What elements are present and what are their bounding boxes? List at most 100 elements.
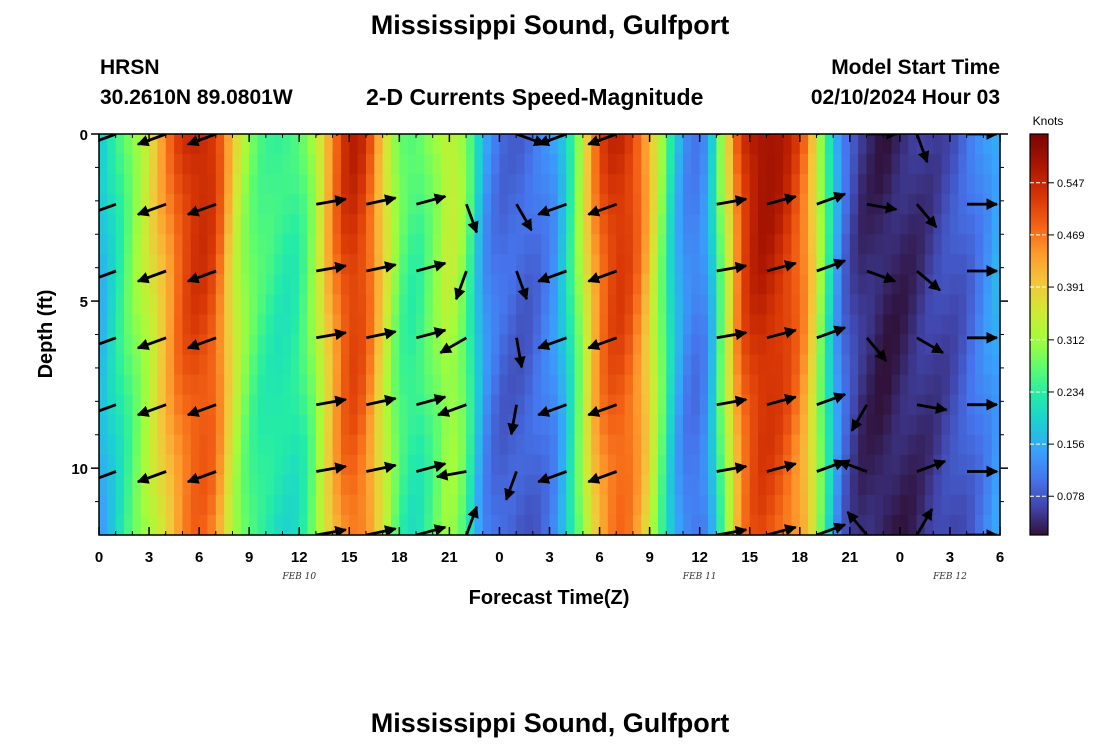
- heatmap-cell: [349, 414, 359, 436]
- heatmap-cell: [516, 174, 526, 195]
- heatmap-cell: [449, 474, 459, 496]
- heatmap-cell: [641, 434, 651, 456]
- heatmap-cell: [357, 454, 367, 476]
- current-vector: [766, 134, 797, 136]
- x-tick-label: 3: [946, 549, 954, 566]
- heatmap-cell: [866, 254, 876, 275]
- heatmap-cell: [374, 294, 384, 316]
- heatmap-cell: [724, 514, 734, 536]
- heatmap-cell: [657, 294, 667, 316]
- heatmap-cell: [816, 434, 826, 456]
- heatmap-cell: [724, 314, 734, 336]
- heatmap-cell: [224, 154, 234, 175]
- heatmap-cell: [549, 394, 559, 416]
- heatmap-cell: [699, 414, 709, 436]
- heatmap-cell: [165, 274, 175, 295]
- heatmap-cell: [407, 434, 417, 456]
- heatmap-cell: [507, 234, 517, 255]
- heatmap-cell: [991, 434, 1001, 456]
- heatmap-cell: [182, 354, 192, 376]
- heatmap-cell: [157, 514, 167, 536]
- heatmap-cell: [157, 414, 167, 436]
- heatmap-cell: [190, 174, 200, 195]
- heatmap-cell: [474, 354, 484, 376]
- heatmap-cell: [257, 154, 267, 175]
- current-vector: [366, 194, 397, 206]
- heatmap-cell: [883, 214, 893, 235]
- heatmap-cell: [624, 474, 634, 496]
- heatmap-cell: [574, 314, 584, 336]
- heatmap-cell: [416, 214, 425, 235]
- heatmap-cell: [224, 434, 234, 456]
- colorbar-tick-label: 0.469: [1057, 230, 1085, 242]
- heatmap-cell: [482, 434, 492, 456]
- current-vector: [562, 533, 567, 535]
- heatmap-cell: [741, 434, 751, 456]
- heatmap-cell: [257, 374, 267, 396]
- heatmap-cell: [532, 254, 542, 275]
- heatmap-cell: [841, 354, 851, 376]
- heatmap-cell: [682, 234, 692, 255]
- heatmap-cell: [808, 254, 818, 275]
- heatmap-cell: [240, 374, 250, 396]
- heatmap-cell: [524, 374, 534, 396]
- heatmap-cell: [324, 494, 334, 516]
- heatmap-cell: [274, 174, 284, 195]
- heatmap-cell: [466, 294, 476, 316]
- heatmap-cell: [758, 474, 767, 496]
- heatmap-cell: [524, 494, 534, 516]
- heatmap-cell: [783, 474, 793, 496]
- heatmap-cell: [833, 174, 843, 195]
- current-vector: [99, 269, 117, 284]
- heatmap-cell: [424, 234, 434, 255]
- heatmap-cell: [874, 154, 884, 175]
- heatmap-cell: [549, 474, 559, 496]
- heatmap-cell: [758, 174, 767, 195]
- heatmap-cell: [983, 274, 993, 295]
- heatmap-cell: [924, 134, 934, 155]
- heatmap-cell: [682, 434, 692, 456]
- current-vector: [866, 201, 898, 214]
- heatmap-cell: [674, 254, 684, 275]
- heatmap-cell: [874, 394, 884, 416]
- heatmap-cell: [758, 394, 767, 416]
- heatmap-cell: [157, 254, 167, 275]
- heatmap-cell: [899, 434, 909, 456]
- heatmap-cell: [607, 354, 617, 376]
- heatmap-cell: [724, 134, 734, 155]
- heatmap-cell: [282, 174, 292, 195]
- heatmap-cell: [574, 174, 584, 195]
- heatmap-cell: [432, 214, 442, 235]
- heatmap-cell: [249, 134, 259, 155]
- heatmap-cell: [115, 154, 125, 175]
- current-vector: [416, 327, 447, 340]
- heatmap-cell: [290, 474, 300, 496]
- heatmap-cell: [516, 214, 526, 235]
- heatmap-cell: [482, 514, 492, 536]
- heatmap-cell: [115, 234, 125, 255]
- heatmap-cell: [582, 474, 592, 496]
- heatmap-cell: [307, 334, 317, 356]
- heatmap-cell: [516, 434, 526, 456]
- heatmap-cell: [307, 174, 317, 195]
- heatmap-cell: [149, 214, 158, 235]
- heatmap-cell: [566, 274, 576, 295]
- heatmap-cell: [482, 474, 492, 496]
- heatmap-cell: [883, 254, 893, 275]
- heatmap-cell: [449, 214, 459, 235]
- heatmap-cell: [649, 434, 659, 456]
- heatmap-cell: [691, 374, 701, 396]
- heatmap-cell: [549, 454, 559, 476]
- heatmap-cell: [874, 174, 884, 195]
- heatmap-cell: [99, 314, 108, 336]
- heatmap-cell: [190, 254, 200, 275]
- heatmap-cell: [482, 374, 492, 396]
- heatmap-cell: [749, 374, 759, 396]
- heatmap-cell: [716, 454, 726, 476]
- heatmap-cell: [449, 414, 459, 436]
- heatmap-cell: [357, 314, 367, 336]
- heatmap-cell: [682, 174, 692, 195]
- current-vector: [612, 533, 617, 535]
- heatmap-cell: [190, 474, 200, 496]
- heatmap-cell: [616, 354, 626, 376]
